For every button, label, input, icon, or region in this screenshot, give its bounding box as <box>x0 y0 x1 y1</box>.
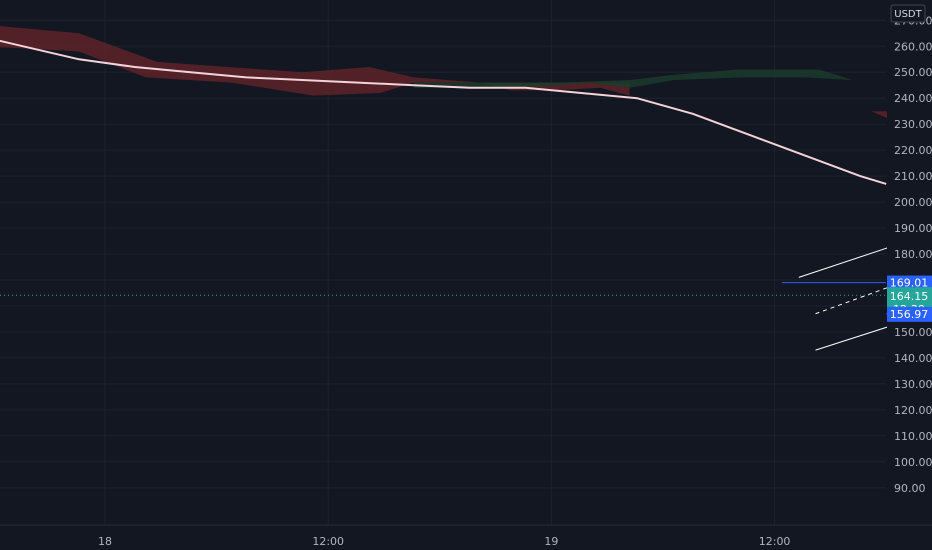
time-tick-label: 12:00 <box>759 535 791 548</box>
price-tick-label: 120.00 <box>894 404 932 417</box>
price-level-badge <box>887 275 932 291</box>
price-tick-label: 130.00 <box>894 378 932 391</box>
price-level-badge <box>887 306 932 322</box>
price-tick-label: 220.00 <box>894 144 932 157</box>
ma-line <box>0 39 887 185</box>
grid <box>0 0 886 525</box>
time-tick-label: 18 <box>98 535 112 548</box>
price-axis-ticks: 90.00 100.00 110.00 120.00 130.00 140.00 150.0… <box>894 14 932 494</box>
time-tick-label: 12:00 <box>312 535 344 548</box>
time-tick-label: 19 <box>544 535 558 548</box>
price-tick-label: 190.00 <box>894 222 932 235</box>
price-level-label: 169.01 <box>890 277 929 290</box>
price-tick-label: 230.00 <box>894 118 932 131</box>
price-tick-label: 90.00 <box>894 482 926 495</box>
price-tick-label: 210.00 <box>894 170 932 183</box>
current-price-label: 164.15 <box>890 290 929 303</box>
time-axis[interactable] <box>0 525 932 550</box>
price-level-label: 156.97 <box>890 308 929 321</box>
currency-badge-box <box>890 4 926 23</box>
moving-average <box>0 39 887 185</box>
currency-label: USDT <box>894 9 922 20</box>
price-tick-label: 100.00 <box>894 456 932 469</box>
price-tick-label: 200.00 <box>894 196 932 209</box>
price-tick-label: 150.00 <box>894 326 932 339</box>
price-tick-label: 260.00 <box>894 40 932 53</box>
price-tick-label: 250.00 <box>894 66 932 79</box>
price-tick-label: 140.00 <box>894 352 932 365</box>
price-tick-label: 180.00 <box>894 248 932 261</box>
price-tick-label: 240.00 <box>894 92 932 105</box>
cloud-bear <box>0 26 630 96</box>
price-axis[interactable] <box>887 0 932 525</box>
cloud-bull <box>413 69 853 88</box>
price-tick-label: 110.00 <box>894 430 932 443</box>
currency-badge[interactable]: USDT <box>890 4 926 23</box>
